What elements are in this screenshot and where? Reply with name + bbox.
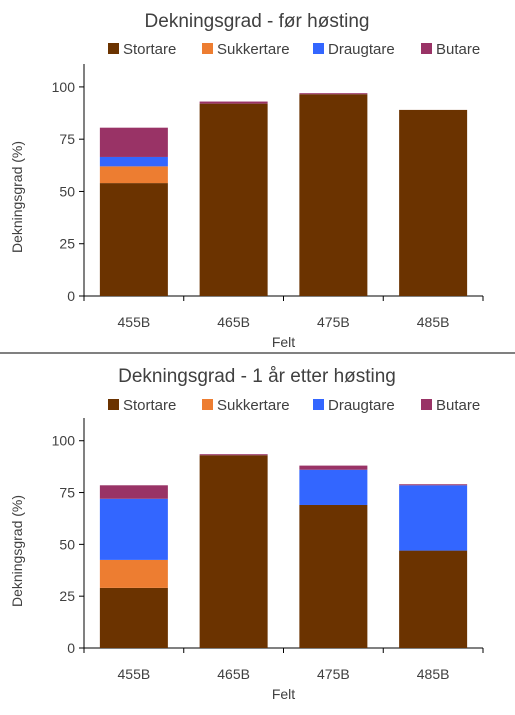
- y-tick-label: 100: [52, 433, 76, 449]
- x-tick-label: 465B: [217, 666, 250, 682]
- legend-swatch-sukkertare: [202, 43, 213, 54]
- y-tick-label: 0: [67, 288, 75, 304]
- bar-draugtare-455b: [99, 156, 168, 167]
- legend-swatch-stortare: [108, 399, 119, 410]
- legend-swatch-sukkertare: [202, 399, 213, 410]
- bar-butare-475b: [299, 465, 368, 470]
- legend-swatch-draugtare: [313, 43, 324, 54]
- chart-panel-1: Dekningsgrad - før høsting Stortare Sukker…: [9, 11, 484, 350]
- bar-stortare-485b: [399, 550, 468, 648]
- bar-draugtare-485b: [399, 485, 468, 551]
- legend-label-stortare: Stortare: [123, 41, 176, 58]
- bar-butare-475b: [299, 93, 368, 95]
- x-tick-label: 475B: [317, 314, 350, 330]
- chart-panel-2: Dekningsgrad - 1 år etter høsting Stortar…: [9, 366, 484, 702]
- bar-butare-455b: [99, 127, 168, 157]
- legend-label-butare: Butare: [436, 397, 480, 414]
- y-tick-label: 50: [59, 536, 75, 552]
- legend-label-butare: Butare: [436, 41, 480, 58]
- legend-label-stortare: Stortare: [123, 397, 176, 414]
- legend-swatch-butare: [421, 43, 432, 54]
- x-tick-label: 485B: [417, 314, 450, 330]
- chart-title: Dekningsgrad - før høsting: [145, 11, 370, 32]
- legend: Stortare Sukkertare Draugtare Butare: [108, 397, 480, 414]
- bar-sukkertare-455b: [99, 166, 168, 184]
- chart-title: Dekningsgrad - 1 år etter høsting: [118, 366, 396, 387]
- legend-swatch-stortare: [108, 43, 119, 54]
- bar-stortare-475b: [299, 504, 368, 648]
- bar-draugtare-455b: [99, 498, 168, 560]
- legend-swatch-butare: [421, 399, 432, 410]
- y-axis-label: Dekningsgrad (%): [9, 495, 25, 607]
- y-tick-label: 100: [52, 79, 76, 95]
- x-axis-label: Felt: [272, 334, 295, 350]
- bar-stortare-485b: [399, 109, 468, 296]
- bar-stortare-465b: [199, 103, 268, 297]
- x-tick-label: 455B: [118, 666, 151, 682]
- bar-draugtare-475b: [299, 469, 368, 505]
- y-tick-label: 50: [59, 183, 75, 199]
- bar-sukkertare-455b: [99, 559, 168, 588]
- y-tick-label: 75: [59, 131, 75, 147]
- x-tick-label: 475B: [317, 666, 350, 682]
- legend-label-sukkertare: Sukkertare: [217, 397, 290, 414]
- legend-label-draugtare: Draugtare: [328, 397, 395, 414]
- bar-stortare-455b: [99, 183, 168, 296]
- y-tick-label: 25: [59, 236, 75, 252]
- x-axis-label: Felt: [272, 686, 295, 702]
- x-tick-label: 455B: [118, 314, 151, 330]
- bar-stortare-455b: [99, 587, 168, 648]
- y-axis-label: Dekningsgrad (%): [9, 141, 25, 253]
- bar-butare-465b: [199, 101, 268, 104]
- bar-butare-465b: [199, 454, 268, 456]
- legend-swatch-draugtare: [313, 399, 324, 410]
- bar-stortare-465b: [199, 455, 268, 648]
- y-tick-label: 25: [59, 588, 75, 604]
- legend-label-sukkertare: Sukkertare: [217, 41, 290, 58]
- x-tick-label: 485B: [417, 666, 450, 682]
- bar-butare-455b: [99, 485, 168, 499]
- legend-label-draugtare: Draugtare: [328, 41, 395, 58]
- legend: Stortare Sukkertare Draugtare Butare: [108, 41, 480, 58]
- bar-butare-485b: [399, 484, 468, 486]
- x-tick-label: 465B: [217, 314, 250, 330]
- y-tick-label: 0: [67, 640, 75, 656]
- y-tick-label: 75: [59, 485, 75, 501]
- bar-stortare-475b: [299, 94, 368, 297]
